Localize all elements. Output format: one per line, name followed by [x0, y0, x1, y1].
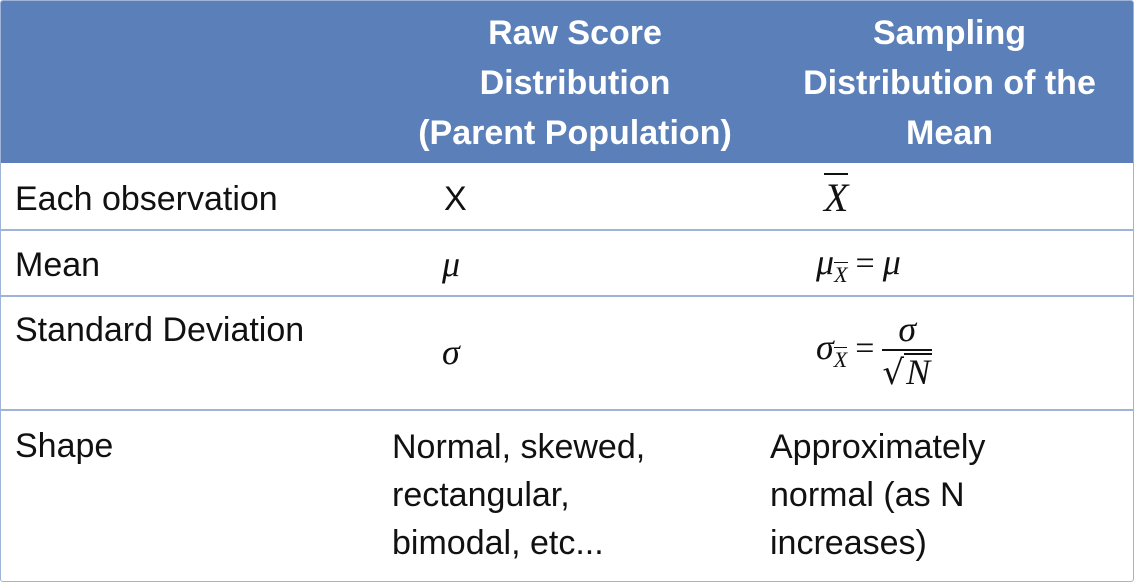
header-raw-line-1: Raw Score	[488, 14, 662, 52]
fraction-numerator: σ	[882, 311, 933, 351]
label-cell: Mean	[1, 231, 386, 295]
sigma-symbol: σ	[816, 327, 834, 368]
sampling-cell: Approximately normal (as N increases)	[764, 411, 1133, 581]
sampling-cell: μX = μ	[764, 231, 1133, 295]
header-raw-line-3: (Parent Population)	[418, 114, 732, 152]
equals-sign: =	[855, 330, 875, 368]
header-sampling-line-3: Mean	[906, 114, 993, 152]
header-raw-score: Raw Score Distribution (Parent Populatio…	[386, 1, 764, 163]
header-raw-line-2: Distribution	[479, 64, 671, 102]
raw-value: X	[444, 180, 467, 218]
x-bar-subscript: X	[833, 347, 848, 373]
row-observation: Each observation X X	[1, 165, 1133, 231]
mu-symbol: μ	[882, 242, 901, 282]
header-sampling: Sampling Distribution of the Mean	[764, 1, 1133, 163]
row-label: Each observation	[15, 180, 278, 218]
raw-cell: Normal, skewed, rectangular, bimodal, et…	[386, 411, 764, 581]
header-sampling-line-2: Distribution of the	[803, 64, 1096, 102]
equals-sign: =	[855, 245, 875, 282]
row-label: Mean	[15, 246, 101, 284]
header-sampling-line-1: Sampling	[872, 14, 1027, 52]
fraction-denominator: √N	[882, 351, 933, 399]
mu-symbol: μ	[816, 242, 835, 282]
x-bar-subscript: X	[834, 262, 848, 287]
label-cell: Shape	[1, 411, 386, 581]
label-cell: Each observation	[1, 165, 386, 229]
row-mean: Mean μ μX = μ	[1, 231, 1133, 297]
square-root-icon: √	[882, 353, 905, 393]
header-row: Raw Score Distribution (Parent Populatio…	[1, 1, 1133, 165]
raw-cell: μ	[386, 231, 764, 295]
n-symbol: N	[904, 352, 933, 392]
raw-cell: X	[386, 165, 764, 229]
row-shape: Shape Normal, skewed, rectangular, bimod…	[1, 411, 1133, 581]
x-bar-symbol: X	[824, 173, 849, 220]
row-standard-deviation: Standard Deviation σ σX = σ √N	[1, 297, 1133, 411]
sampling-cell: σX = σ √N	[764, 297, 1133, 409]
sampling-cell: X	[764, 165, 1133, 229]
raw-shape-text: Normal, skewed, rectangular, bimodal, et…	[392, 428, 646, 562]
raw-cell: σ	[386, 297, 764, 409]
row-label: Shape	[15, 427, 114, 465]
sampling-shape-text: Approximately normal (as N increases)	[770, 428, 986, 562]
sigma-symbol: σ	[442, 332, 460, 372]
sigma-over-root-n-fraction: σ √N	[882, 311, 933, 399]
row-label: Standard Deviation	[15, 311, 305, 349]
label-cell: Standard Deviation	[1, 297, 386, 409]
header-empty-cell	[1, 1, 386, 163]
mu-symbol: μ	[442, 244, 461, 284]
